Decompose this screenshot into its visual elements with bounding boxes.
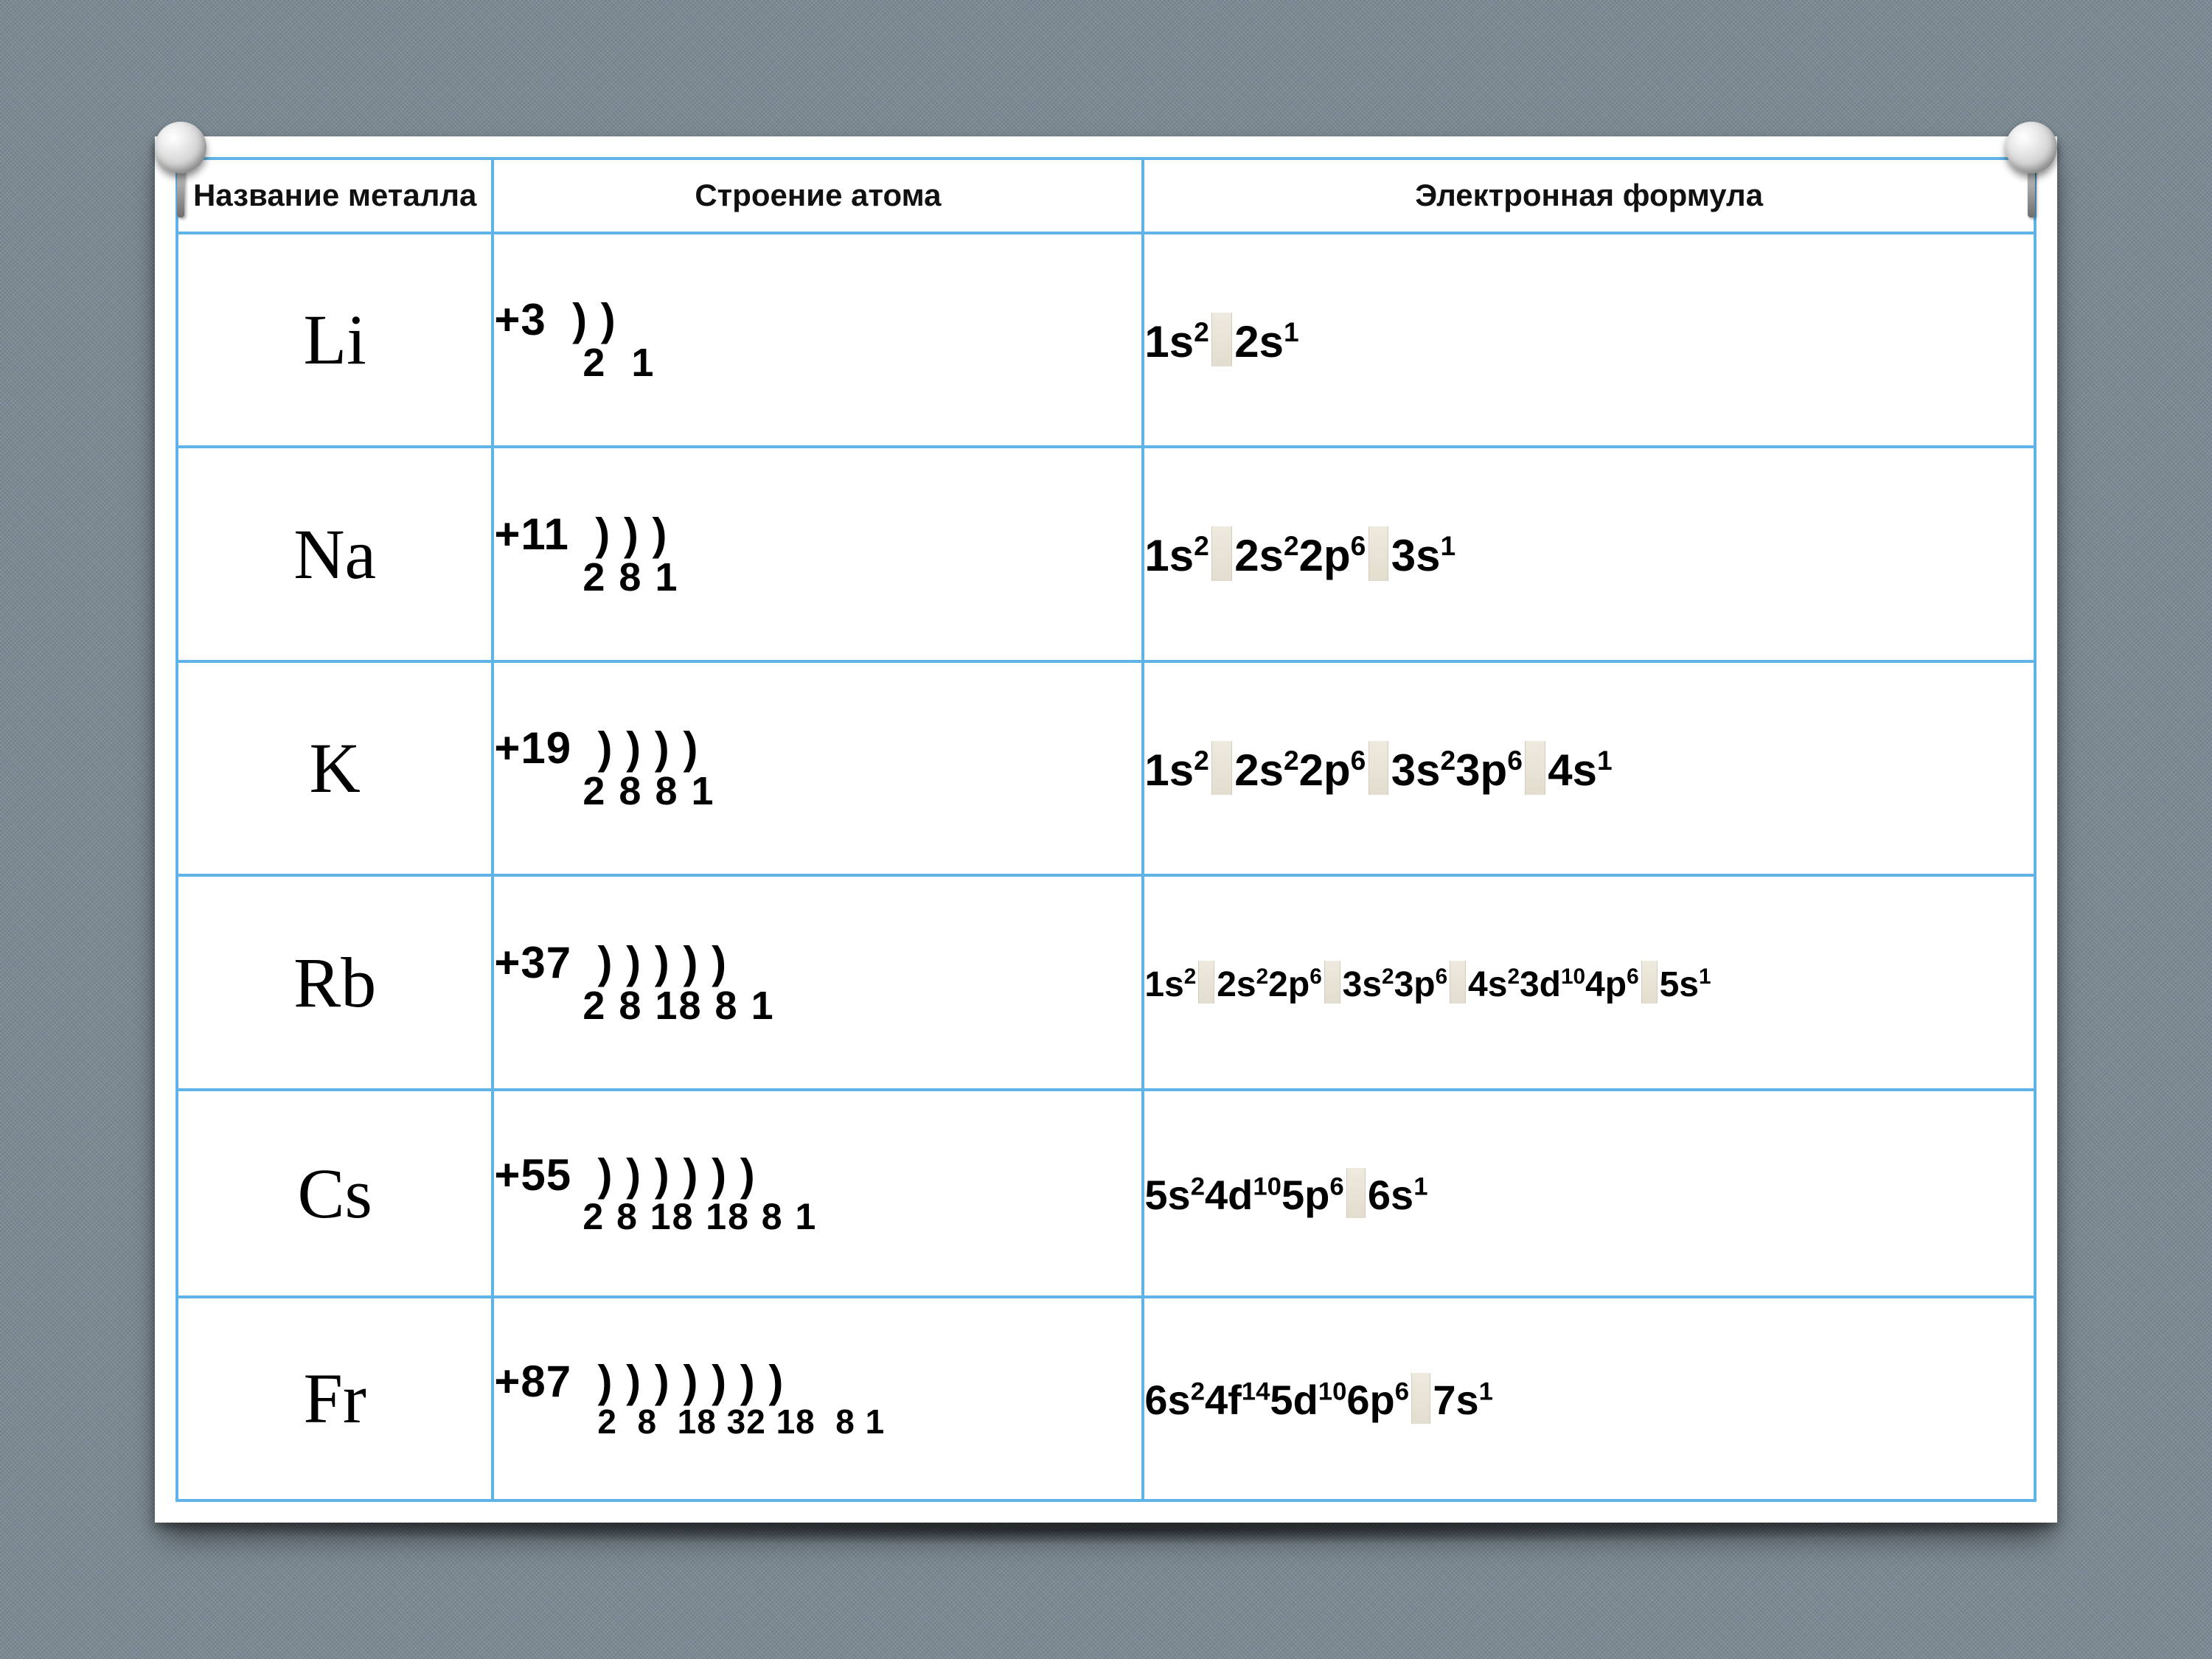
structure-shells-line: +55 ) ) ) ) ) ): [494, 1152, 1141, 1198]
table-row: Li+3 ) )2 11s22s1: [177, 233, 2035, 448]
element-symbol: K: [177, 661, 493, 876]
table-row: Fr+87 ) ) ) ) ) ) )2 8 18 32 18 8 16s24f…: [177, 1297, 2035, 1500]
structure-shells-line: +19 ) ) ) ): [494, 725, 1141, 771]
white-board: Название металла Строение атома Электрон…: [155, 136, 2057, 1523]
table-row: K+19 ) ) ) )2 8 8 11s22s22p63s23p64s1: [177, 661, 2035, 876]
table-body: Li+3 ) )2 11s22s1Na+11 ) ) )2 8 11s22s22…: [177, 233, 2035, 1501]
structure-shells-line: +37 ) ) ) ) ): [494, 939, 1141, 986]
electron-formula: 1s22s22p63s1: [1143, 447, 2035, 661]
table-header-row: Название металла Строение атома Электрон…: [177, 159, 2035, 233]
atom-structure: +11 ) ) )2 8 1: [493, 447, 1143, 661]
electron-formula: 5s24d105p66s1: [1143, 1090, 2035, 1297]
formula-gap: [1211, 526, 1231, 580]
col-header-name: Название металла: [177, 159, 493, 233]
formula-gap: [1211, 741, 1231, 795]
atom-structure: +19 ) ) ) )2 8 8 1: [493, 661, 1143, 876]
atom-structure: +87 ) ) ) ) ) ) )2 8 18 32 18 8 1: [493, 1297, 1143, 1500]
formula-gap: [1641, 961, 1658, 1004]
structure-shells-line: +87 ) ) ) ) ) ) ): [494, 1358, 1141, 1405]
col-header-formula: Электронная формула: [1143, 159, 2035, 233]
structure-electron-counts: 2 8 8 1: [494, 771, 1141, 811]
element-symbol: Li: [177, 233, 493, 448]
formula-gap: [1450, 961, 1466, 1004]
electron-formula: 1s22s1: [1143, 233, 2035, 448]
structure-shells-line: +3 ) ): [494, 296, 1141, 343]
structure-electron-counts: 2 8 18 32 18 8 1: [494, 1405, 1141, 1439]
atom-structure: +3 ) )2 1: [493, 233, 1143, 448]
table-row: Cs+55 ) ) ) ) ) )2 8 18 18 8 15s24d105p6…: [177, 1090, 2035, 1297]
formula-gap: [1525, 741, 1545, 795]
structure-electron-counts: 2 8 1: [494, 557, 1141, 597]
atom-structure: +55 ) ) ) ) ) )2 8 18 18 8 1: [493, 1090, 1143, 1297]
table-row: Rb+37 ) ) ) ) )2 8 18 8 11s22s22p63s23p6…: [177, 875, 2035, 1090]
structure-electron-counts: 2 1: [494, 343, 1141, 383]
push-pin-left: [147, 122, 214, 225]
formula-gap: [1346, 1168, 1366, 1218]
alkali-metals-table: Название металла Строение атома Электрон…: [175, 157, 2037, 1502]
push-pin-right: [1998, 122, 2065, 225]
slide-board: Название металла Строение атома Электрон…: [155, 136, 2057, 1523]
element-symbol: Fr: [177, 1297, 493, 1500]
formula-gap: [1368, 526, 1388, 580]
formula-gap: [1198, 961, 1214, 1004]
formula-gap: [1411, 1373, 1430, 1423]
table-row: Na+11 ) ) )2 8 11s22s22p63s1: [177, 447, 2035, 661]
atom-structure: +37 ) ) ) ) )2 8 18 8 1: [493, 875, 1143, 1090]
structure-shells-line: +11 ) ) ): [494, 511, 1141, 557]
element-symbol: Cs: [177, 1090, 493, 1297]
col-header-structure: Строение атома: [493, 159, 1143, 233]
formula-gap: [1324, 961, 1340, 1004]
formula-gap: [1368, 741, 1388, 795]
structure-electron-counts: 2 8 18 18 8 1: [494, 1198, 1141, 1235]
element-symbol: Na: [177, 447, 493, 661]
element-symbol: Rb: [177, 875, 493, 1090]
structure-electron-counts: 2 8 18 8 1: [494, 986, 1141, 1026]
electron-formula: 1s22s22p63s23p64s1: [1143, 661, 2035, 876]
electron-formula: 6s24f145d106p67s1: [1143, 1297, 2035, 1500]
formula-gap: [1211, 313, 1231, 366]
electron-formula: 1s22s22p63s23p64s23d104p65s1: [1143, 875, 2035, 1090]
